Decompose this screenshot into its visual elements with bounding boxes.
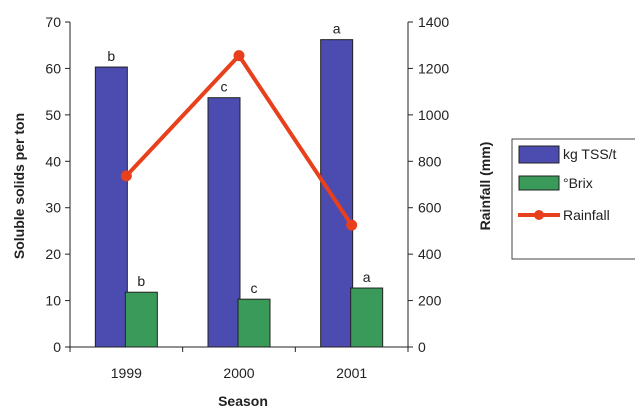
right-tick-label: 800 [418,153,442,169]
left-tick-label: 70 [45,14,61,30]
left-tick-label: 0 [53,339,61,355]
left-tick-label: 20 [45,246,61,262]
left-axis-ticks: 0 10 20 30 40 50 60 70 [45,14,70,355]
right-tick-label: 1000 [418,107,449,123]
significance-letter: a [363,269,371,285]
x-axis-ticks: 1999 2000 2001 [69,347,409,381]
legend: kg TSS/t °Brix Rainfall [511,138,635,260]
legend-swatch-brix [518,175,560,191]
left-tick-label: 50 [45,107,61,123]
y2-axis-title: Rainfall (mm) [477,142,493,231]
left-tick-label: 30 [45,200,61,216]
significance-letter: a [333,21,341,37]
y-axis-title: Soluble solids per ton [11,113,27,259]
left-tick-label: 60 [45,60,61,76]
rainfall-point [233,50,245,62]
legend-label-brix: °Brix [563,175,593,191]
bar-kg-tss-t [320,39,354,348]
x-tick-label: 2001 [336,365,367,381]
rainfall-point [120,170,132,182]
significance-letter: b [137,273,145,289]
right-tick-label: 600 [418,200,442,216]
right-tick-label: 0 [418,339,426,355]
bar--brix [350,287,384,348]
bar-kg-tss-t [207,97,241,348]
bars [94,39,384,348]
significance-letter: c [251,280,258,296]
legend-marker-rainfall [534,210,544,220]
x-tick-label: 2000 [223,365,254,381]
significance-letters: b c a b c a [107,21,370,297]
rainfall-line [120,50,358,231]
right-tick-label: 1400 [418,14,449,30]
right-axis-ticks: 0 200 400 600 800 1000 1200 1400 [408,14,449,355]
bar--brix [124,291,158,348]
right-tick-label: 200 [418,293,442,309]
rainfall-point [346,219,358,231]
right-tick-label: 400 [418,246,442,262]
x-tick-label: 1999 [111,365,142,381]
left-tick-label: 40 [45,153,61,169]
legend-swatch-kg-tss [518,145,560,164]
legend-label-rainfall: Rainfall [563,207,610,223]
left-tick-label: 10 [45,293,61,309]
x-axis-title: Season [218,393,268,409]
right-tick-label: 1200 [418,60,449,76]
significance-letter: b [107,48,115,64]
significance-letter: c [221,79,228,95]
legend-label-kg-tss: kg TSS/t [563,146,617,162]
bar-kg-tss-t [94,66,128,348]
bar--brix [237,298,271,348]
